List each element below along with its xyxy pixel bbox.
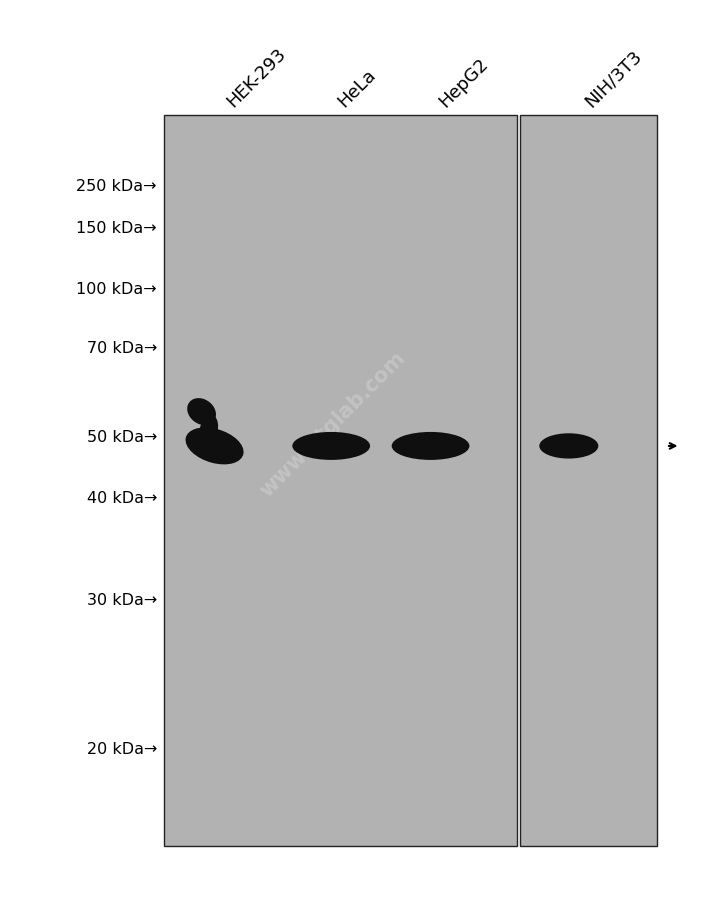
Text: HeLa: HeLa xyxy=(335,66,380,111)
Ellipse shape xyxy=(199,415,218,446)
Text: 100 kDa→: 100 kDa→ xyxy=(76,281,157,297)
Text: 70 kDa→: 70 kDa→ xyxy=(86,340,157,355)
Text: 20 kDa→: 20 kDa→ xyxy=(86,741,157,756)
Text: 250 kDa→: 250 kDa→ xyxy=(76,179,157,194)
FancyBboxPatch shape xyxy=(164,115,517,846)
Ellipse shape xyxy=(539,434,598,459)
FancyBboxPatch shape xyxy=(520,115,657,846)
Text: 30 kDa→: 30 kDa→ xyxy=(86,593,157,607)
Text: HepG2: HepG2 xyxy=(436,55,492,111)
Text: 150 kDa→: 150 kDa→ xyxy=(76,221,157,236)
Ellipse shape xyxy=(187,399,216,426)
Text: 50 kDa→: 50 kDa→ xyxy=(86,429,157,445)
Text: 40 kDa→: 40 kDa→ xyxy=(86,490,157,505)
Ellipse shape xyxy=(186,428,243,465)
Text: www.ptglab.com: www.ptglab.com xyxy=(256,347,409,501)
Ellipse shape xyxy=(392,432,469,460)
Text: NIH/3T3: NIH/3T3 xyxy=(582,47,646,111)
Ellipse shape xyxy=(292,432,370,460)
Text: HEK-293: HEK-293 xyxy=(223,45,289,111)
